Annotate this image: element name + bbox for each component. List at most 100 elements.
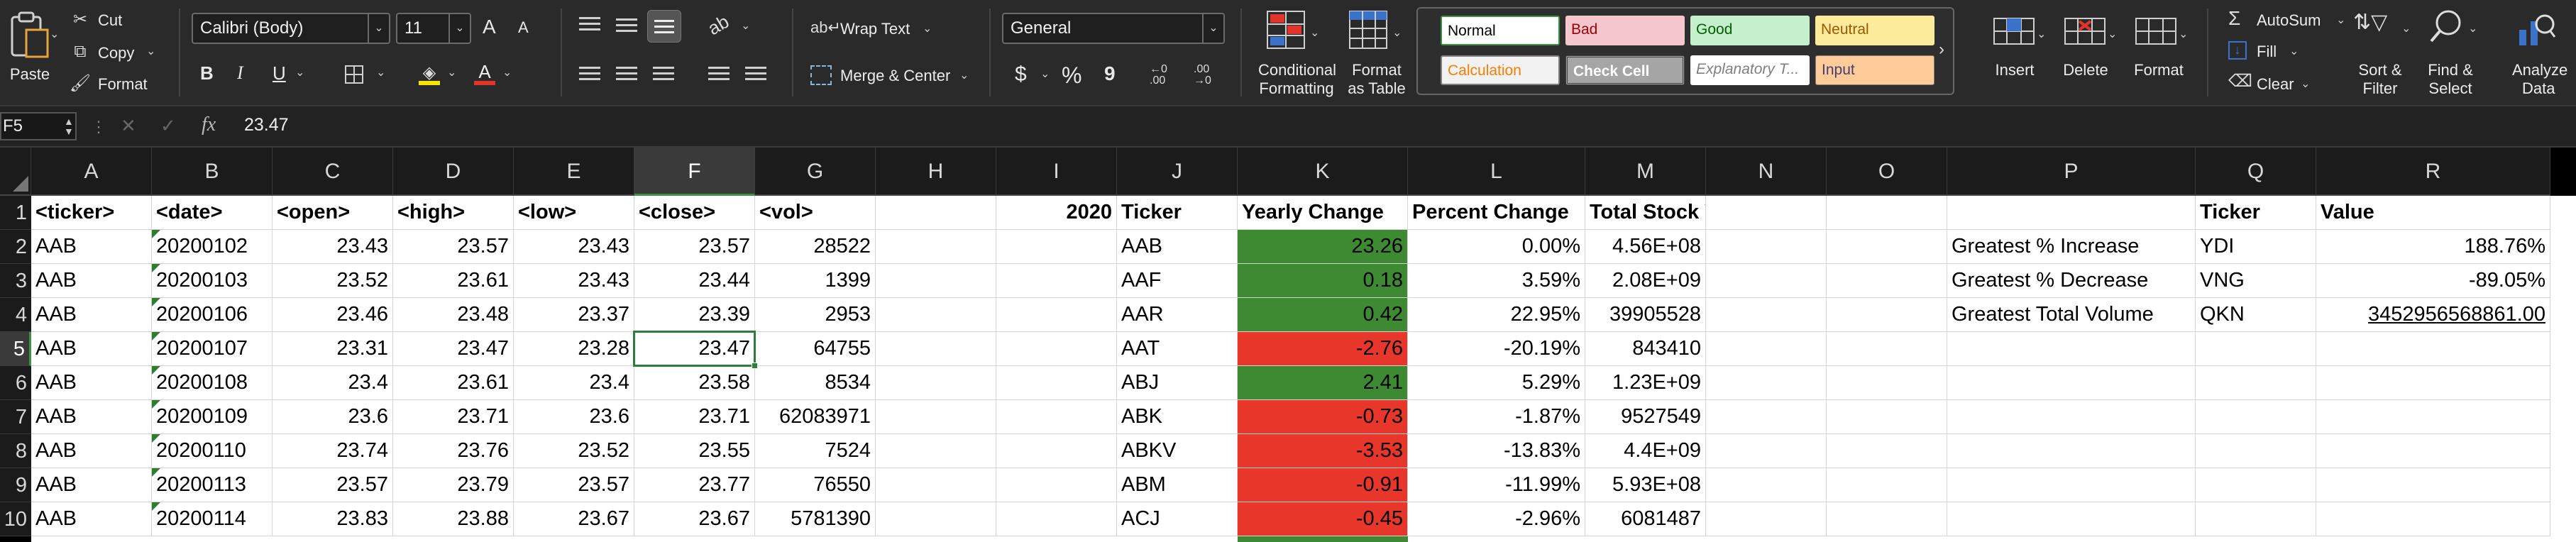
- cell-g6[interactable]: 8534: [755, 366, 876, 400]
- cell-j10[interactable]: ACJ: [1117, 502, 1238, 536]
- fill-handle[interactable]: [752, 363, 758, 369]
- sort-filter-icon[interactable]: ⇅▽: [2353, 11, 2388, 34]
- cell-a5[interactable]: AAB: [31, 332, 152, 366]
- align-middle-icon[interactable]: [616, 18, 637, 34]
- copy-label[interactable]: Copy: [98, 44, 135, 62]
- grid-cell[interactable]: [1706, 400, 1827, 434]
- cell-f4[interactable]: 23.39: [634, 298, 755, 332]
- formula-input[interactable]: 23.47: [244, 115, 289, 135]
- format-chevron-icon[interactable]: ⌄: [2179, 28, 2189, 40]
- cell-b7[interactable]: 20200109: [152, 400, 273, 434]
- grid-cell[interactable]: [2316, 468, 2550, 502]
- decrease-decimal-icon[interactable]: .00 →0: [1194, 63, 1211, 87]
- find-select-chevron-icon[interactable]: ⌄: [2468, 23, 2478, 35]
- grid-cell[interactable]: [2316, 332, 2550, 366]
- cell-c8[interactable]: 23.74: [273, 434, 393, 468]
- fill-color-chevron-icon[interactable]: ⌄: [447, 67, 457, 79]
- wrap-text-label[interactable]: Wrap Text: [840, 20, 910, 38]
- column-header-l[interactable]: L: [1408, 148, 1585, 196]
- currency-chevron-icon[interactable]: ⌄: [1040, 68, 1050, 80]
- column-header-o[interactable]: O: [1827, 148, 1947, 196]
- cell-c5[interactable]: 23.31: [273, 332, 393, 366]
- cell-q3[interactable]: VNG: [2196, 264, 2316, 298]
- cell-d7[interactable]: 23.71: [393, 400, 514, 434]
- delete-label[interactable]: Delete: [2063, 61, 2108, 79]
- column-header-f[interactable]: F: [634, 148, 755, 196]
- grid-cell[interactable]: [996, 502, 1117, 536]
- column-header-c[interactable]: C: [273, 148, 393, 196]
- orientation-chevron-icon[interactable]: ⌄: [741, 20, 751, 32]
- align-bottom-icon[interactable]: [647, 10, 681, 43]
- select-all-corner[interactable]: [0, 148, 31, 196]
- cell-b3[interactable]: 20200103: [152, 264, 273, 298]
- cell-d6[interactable]: 23.61: [393, 366, 514, 400]
- align-left-icon[interactable]: [579, 67, 600, 84]
- analyze-data-label-2[interactable]: Data: [2522, 79, 2555, 97]
- font-color-icon[interactable]: A: [474, 61, 495, 85]
- find-select-label-1[interactable]: Find &: [2428, 61, 2473, 79]
- row-header-10[interactable]: 10: [0, 502, 31, 536]
- grid-cell[interactable]: [1827, 332, 1947, 366]
- cell-d5[interactable]: 23.47: [393, 332, 514, 366]
- column-header-j[interactable]: J: [1117, 148, 1238, 196]
- conditional-formatting-chevron-icon[interactable]: ⌄: [1310, 27, 1320, 39]
- cell-j5[interactable]: AAT: [1117, 332, 1238, 366]
- conditional-formatting-label-1[interactable]: Conditional: [1257, 61, 1337, 79]
- cell-c7[interactable]: 23.6: [273, 400, 393, 434]
- delete-cells-icon[interactable]: [2064, 14, 2110, 48]
- grid-cell[interactable]: [1947, 332, 2196, 366]
- style-good[interactable]: Good: [1690, 16, 1810, 45]
- format-as-table-label-1[interactable]: Format: [1352, 61, 1402, 79]
- format-painter-icon[interactable]: 🖌: [69, 73, 92, 93]
- cell-a7[interactable]: AAB: [31, 400, 152, 434]
- format-painter-label[interactable]: Format: [98, 75, 148, 93]
- cell-j6[interactable]: ABJ: [1117, 366, 1238, 400]
- cell-e9[interactable]: 23.57: [514, 468, 634, 502]
- cell-f2[interactable]: 23.57: [634, 230, 755, 264]
- column-header-i[interactable]: I: [996, 148, 1117, 196]
- grid-cell[interactable]: [1947, 400, 2196, 434]
- cell-a9[interactable]: AAB: [31, 468, 152, 502]
- grid-cell[interactable]: [2316, 434, 2550, 468]
- cell-a6[interactable]: AAB: [31, 366, 152, 400]
- grid-cell[interactable]: [876, 502, 996, 536]
- cell-e4[interactable]: 23.37: [514, 298, 634, 332]
- cell-b2[interactable]: 20200102: [152, 230, 273, 264]
- cell-j7[interactable]: ABK: [1117, 400, 1238, 434]
- grid-cell[interactable]: [876, 468, 996, 502]
- cell-f1[interactable]: <close>: [634, 196, 755, 230]
- cell-a2[interactable]: AAB: [31, 230, 152, 264]
- grid-cell[interactable]: [876, 196, 996, 230]
- cell-g10[interactable]: 5781390: [755, 502, 876, 536]
- cell-e2[interactable]: 23.43: [514, 230, 634, 264]
- grid-cell[interactable]: [1827, 366, 1947, 400]
- cell-r1[interactable]: Value: [2316, 196, 2550, 230]
- paste-chevron-icon[interactable]: ⌄: [50, 28, 60, 40]
- sort-filter-label-2[interactable]: Filter: [2362, 79, 2398, 97]
- cell-a10[interactable]: AAB: [31, 502, 152, 536]
- cell-j2[interactable]: AAB: [1117, 230, 1238, 264]
- row-header-2[interactable]: 2: [0, 230, 31, 264]
- cell-e7[interactable]: 23.6: [514, 400, 634, 434]
- grid-cell[interactable]: [2196, 332, 2316, 366]
- grid-cell[interactable]: [996, 264, 1117, 298]
- cell-k5[interactable]: -2.76: [1238, 332, 1408, 366]
- cell-f8[interactable]: 23.55: [634, 434, 755, 468]
- grid-cell[interactable]: [1706, 196, 1827, 230]
- grid-cell[interactable]: [2316, 502, 2550, 536]
- cell-m9[interactable]: 5.93E+08: [1585, 468, 1706, 502]
- cell-j8[interactable]: ABKV: [1117, 434, 1238, 468]
- insert-function-icon[interactable]: fx: [202, 114, 216, 136]
- conditional-formatting-label-2[interactable]: Formatting: [1259, 79, 1334, 97]
- cut-label[interactable]: Cut: [98, 11, 123, 29]
- cancel-icon[interactable]: ✕: [121, 115, 136, 136]
- sort-filter-label-1[interactable]: Sort &: [2358, 61, 2402, 79]
- style-check-cell[interactable]: Check Cell: [1565, 55, 1685, 85]
- grid-cell[interactable]: [1827, 400, 1947, 434]
- name-box[interactable]: F5: [0, 112, 77, 140]
- grid-cell[interactable]: [996, 332, 1117, 366]
- find-select-label-2[interactable]: Select: [2428, 79, 2472, 97]
- cell-b10[interactable]: 20200114: [152, 502, 273, 536]
- percent-button[interactable]: %: [1062, 62, 1082, 88]
- insert-label[interactable]: Insert: [1995, 61, 2035, 79]
